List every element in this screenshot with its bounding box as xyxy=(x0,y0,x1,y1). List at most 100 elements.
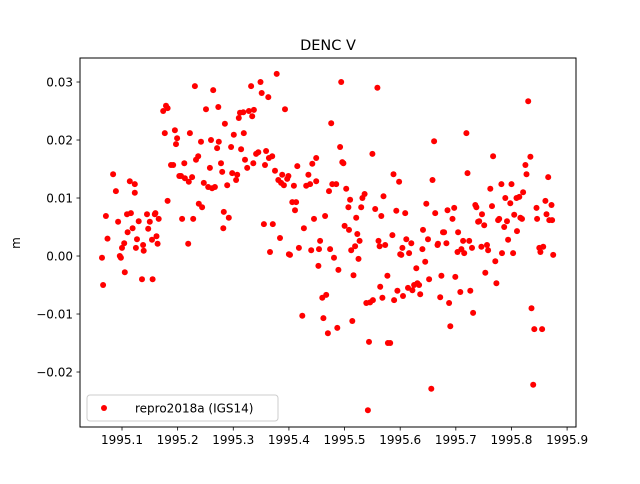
data-point xyxy=(507,200,514,207)
legend-label: repro2018a (IGS14) xyxy=(135,402,253,416)
data-point xyxy=(387,340,394,346)
data-point xyxy=(485,247,492,254)
data-point xyxy=(294,163,301,170)
data-point xyxy=(115,218,122,225)
data-point xyxy=(423,200,430,207)
data-point xyxy=(190,215,197,222)
data-point xyxy=(269,153,276,160)
data-point xyxy=(121,240,128,247)
data-point xyxy=(140,242,147,248)
data-point xyxy=(311,215,317,222)
data-point xyxy=(309,160,316,167)
data-point xyxy=(323,291,330,298)
data-point xyxy=(295,244,302,251)
data-point xyxy=(244,164,251,171)
data-point xyxy=(428,385,435,392)
data-point xyxy=(99,254,105,261)
data-point xyxy=(265,94,272,101)
y-tick-label: 0.03 xyxy=(46,76,73,90)
data-point xyxy=(548,202,555,208)
data-point xyxy=(299,312,306,319)
data-point xyxy=(452,273,459,280)
data-point xyxy=(255,149,262,156)
data-point xyxy=(525,98,532,105)
data-point xyxy=(313,178,320,185)
data-point xyxy=(540,243,547,250)
data-point xyxy=(379,294,386,301)
data-point xyxy=(100,282,107,288)
data-point xyxy=(135,218,142,225)
data-point xyxy=(152,210,159,217)
data-point xyxy=(508,181,515,188)
data-point xyxy=(208,137,214,143)
data-point xyxy=(482,269,489,276)
x-tick-label: 1995.9 xyxy=(546,433,588,447)
data-point xyxy=(403,236,410,243)
data-point xyxy=(446,300,453,306)
data-point xyxy=(290,182,297,189)
data-point xyxy=(441,229,448,236)
data-point xyxy=(215,104,222,110)
data-point xyxy=(417,291,424,298)
data-point xyxy=(358,204,365,211)
data-point xyxy=(203,106,209,113)
data-point xyxy=(211,184,218,190)
data-point xyxy=(260,221,267,228)
data-point xyxy=(435,240,441,247)
data-point xyxy=(149,236,155,243)
data-point xyxy=(300,225,307,232)
data-point xyxy=(431,138,438,145)
x-tick-label: 1995.4 xyxy=(268,433,310,447)
data-point xyxy=(550,251,557,258)
data-point xyxy=(189,174,196,181)
data-point xyxy=(245,108,252,114)
data-point xyxy=(528,305,535,312)
data-point xyxy=(185,178,192,185)
data-point xyxy=(464,170,471,177)
data-point xyxy=(317,237,324,244)
data-point xyxy=(145,225,152,232)
x-tick-label: 1995.3 xyxy=(212,433,254,447)
data-point xyxy=(134,236,140,243)
data-point xyxy=(277,235,283,241)
data-point xyxy=(214,145,221,152)
data-point xyxy=(280,182,287,189)
data-point xyxy=(263,148,270,154)
data-point xyxy=(527,153,534,160)
data-point xyxy=(124,229,131,236)
data-point xyxy=(422,258,429,265)
data-point xyxy=(505,236,512,243)
y-tick-label: 0.01 xyxy=(46,192,73,206)
data-point xyxy=(235,115,242,121)
data-point xyxy=(315,262,322,269)
data-point xyxy=(171,127,178,134)
data-point xyxy=(200,179,207,186)
data-point xyxy=(382,242,389,248)
data-point xyxy=(502,195,509,201)
data-point xyxy=(511,211,518,218)
data-point xyxy=(530,381,537,388)
data-point xyxy=(426,276,433,283)
data-point xyxy=(520,189,527,196)
data-point xyxy=(324,330,331,337)
data-point xyxy=(198,138,204,145)
data-point xyxy=(149,276,156,283)
data-point xyxy=(121,269,128,276)
data-point xyxy=(140,247,147,254)
data-point xyxy=(356,237,363,244)
data-point xyxy=(484,242,490,248)
data-point xyxy=(181,175,188,182)
data-point xyxy=(542,197,549,204)
data-point xyxy=(493,280,500,287)
data-point xyxy=(293,199,300,206)
data-point xyxy=(375,237,382,244)
data-point xyxy=(228,144,235,150)
data-point xyxy=(487,185,494,192)
data-point xyxy=(409,287,416,294)
data-point xyxy=(160,108,167,114)
data-point xyxy=(218,160,224,167)
y-axis-label: m xyxy=(9,237,23,249)
data-point xyxy=(345,204,352,211)
data-point xyxy=(537,249,544,255)
